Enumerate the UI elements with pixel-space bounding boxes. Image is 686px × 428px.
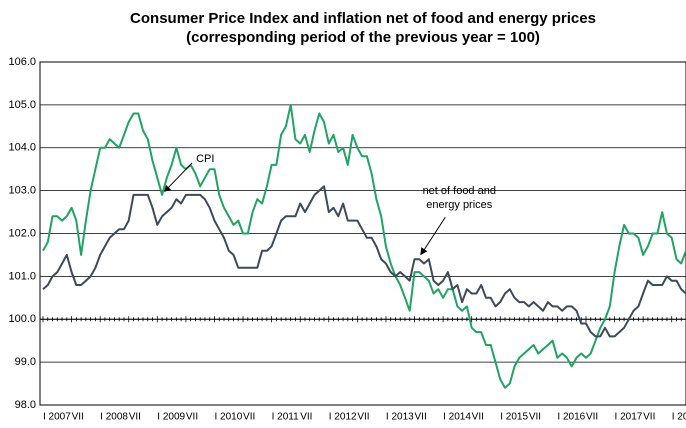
annotation: energy prices xyxy=(426,199,493,211)
x-tick-label: VII xyxy=(529,412,541,423)
chart-subtitle: (corresponding period of the previous ye… xyxy=(186,29,540,46)
x-tick-label: I 2013 xyxy=(386,412,414,423)
series-line xyxy=(42,185,686,338)
x-tick-label: VII xyxy=(300,412,312,423)
chart-title: Consumer Price Index and inflation net o… xyxy=(130,10,596,27)
x-tick-label: I 2012 xyxy=(329,412,357,423)
y-tick-label: 106.0 xyxy=(8,56,36,68)
x-tick-label: I 2008 xyxy=(100,412,128,423)
x-tick-label: VII xyxy=(643,412,655,423)
x-tick-label: I 2009 xyxy=(157,412,185,423)
y-tick-label: 102.0 xyxy=(8,227,36,239)
annotation: CPI xyxy=(196,153,214,165)
x-tick-label: VII xyxy=(472,412,484,423)
x-tick-label: VII xyxy=(72,412,84,423)
x-tick-label: I 2016 xyxy=(557,412,585,423)
y-tick-label: 98.0 xyxy=(15,399,36,411)
series-line xyxy=(42,103,686,389)
x-tick-label: VII xyxy=(357,412,369,423)
arrow-head xyxy=(420,247,428,256)
annotation-arrow xyxy=(164,162,193,192)
x-tick-label: I 2018 xyxy=(672,412,686,423)
x-tick-label: VII xyxy=(415,412,427,423)
x-tick-label: I 2010 xyxy=(214,412,242,423)
y-tick-label: 104.0 xyxy=(8,142,36,154)
y-tick-label: 100.0 xyxy=(8,313,36,325)
x-tick-label: I 2017 xyxy=(615,412,643,423)
x-tick-label: I 2014 xyxy=(443,412,471,423)
x-tick-label: VII xyxy=(129,412,141,423)
annotation: net of food and xyxy=(423,185,496,197)
y-tick-label: 105.0 xyxy=(8,99,36,111)
annotation-arrow xyxy=(420,216,446,255)
x-tick-label: I 2007 xyxy=(43,412,71,423)
x-tick-label: VII xyxy=(243,412,255,423)
x-tick-label: VII xyxy=(586,412,598,423)
y-tick-label: 103.0 xyxy=(8,185,36,197)
x-tick-label: I 2015 xyxy=(500,412,528,423)
y-tick-label: 99.0 xyxy=(15,356,36,368)
x-tick-label: VII xyxy=(186,412,198,423)
x-tick-label: I 2011 xyxy=(272,412,299,423)
y-tick-label: 101.0 xyxy=(8,270,36,282)
arrow-head xyxy=(164,184,172,192)
